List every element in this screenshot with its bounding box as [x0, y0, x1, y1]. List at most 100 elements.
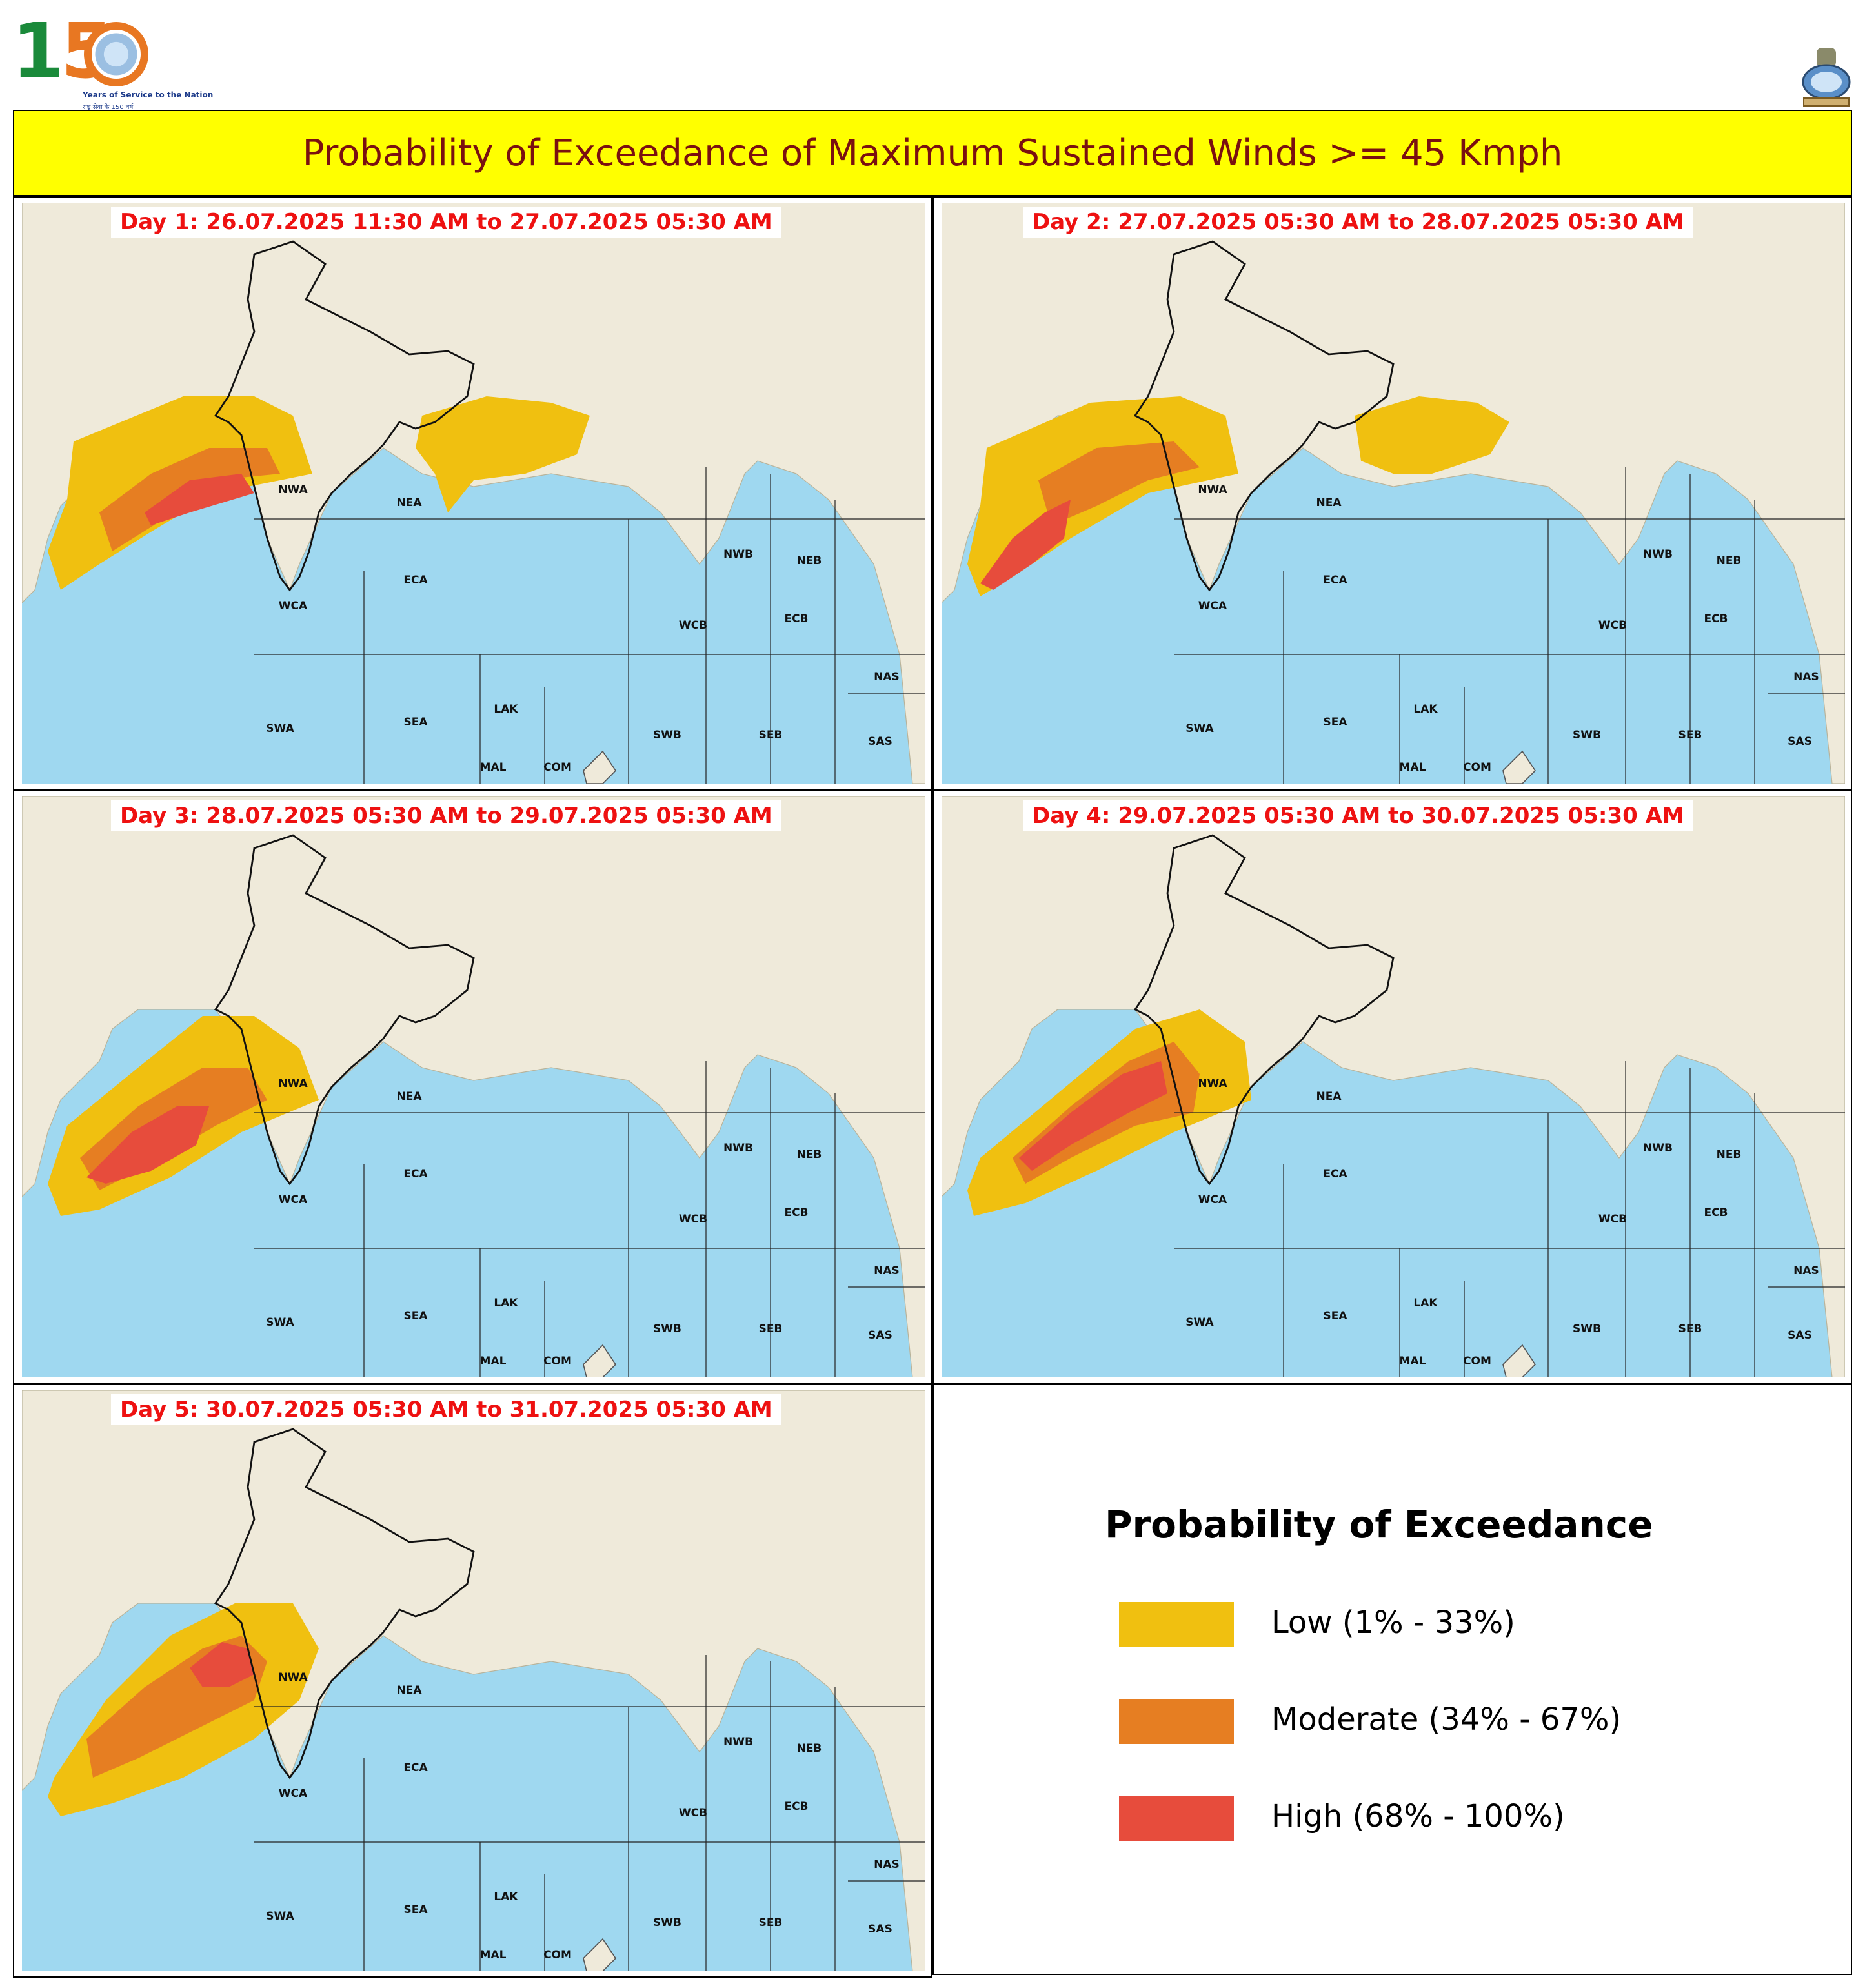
- region-label-nwb: NWB: [1643, 1142, 1673, 1155]
- region-label-wca: WCA: [1198, 1193, 1227, 1206]
- region-label-wcb: WCB: [1598, 619, 1627, 632]
- region-label-swb: SWB: [653, 1323, 681, 1335]
- region-label-eca: ECA: [403, 574, 428, 587]
- map-panel-day-5: NWA NEA WCA ECA SWA SEA LAK MAL COM NWB NEB WCB ECB S…: [13, 1384, 932, 1978]
- arabian-sea-high-probability-area: [190, 1642, 254, 1687]
- region-label-nas: NAS: [874, 1264, 900, 1277]
- logo-tagline-hindi: राष्ट्र सेवा के 150 वर्ष: [83, 104, 134, 111]
- region-label-lak: LAK: [494, 703, 518, 716]
- region-label-sas: SAS: [1788, 735, 1812, 748]
- region-label-wcb: WCB: [679, 1807, 707, 1820]
- region-label-seb: SEB: [1678, 1323, 1702, 1335]
- logo-globe-icon: [84, 22, 148, 86]
- legend-swatch-high: [1119, 1796, 1234, 1841]
- region-label-mal: MAL: [1400, 1355, 1426, 1368]
- region-label-com: COM: [1463, 761, 1491, 774]
- region-label-neb: NEB: [797, 1148, 822, 1161]
- region-label-mal: MAL: [480, 761, 507, 774]
- region-label-nea: NEA: [397, 1684, 423, 1697]
- legend-item-high: High (68% - 100%): [1119, 1796, 1829, 1842]
- region-label-sea: SEA: [1323, 1310, 1347, 1323]
- bay-of-bengal-low-probability-area: [416, 396, 590, 512]
- region-label-nea: NEA: [397, 496, 423, 509]
- imd-150-years-logo: 15 Years of Service to the Nation राष्ट्…: [12, 6, 213, 111]
- region-label-swa: SWA: [266, 1910, 294, 1923]
- region-label-ecb: ECB: [784, 1206, 808, 1219]
- legend-panel: [932, 1384, 1852, 1975]
- title-bar: Probability of Exceedance of Maximum Sus…: [13, 110, 1852, 196]
- legend-label-moderate: Moderate (34% - 67%): [1271, 1701, 1622, 1738]
- legend-title: Probability of Exceedance: [1105, 1503, 1653, 1547]
- region-label-mal: MAL: [1400, 761, 1426, 774]
- region-label-wca: WCA: [279, 1193, 308, 1206]
- region-label-com: COM: [1463, 1355, 1491, 1368]
- region-label-nwb: NWB: [723, 1142, 753, 1155]
- map-panel-day-2: NWA NEA WCA ECA SWA SEA LAK MAL COM NWB NEB WCB ECB S…: [932, 196, 1852, 790]
- region-label-nwb: NWB: [1643, 548, 1673, 561]
- region-label-nwb: NWB: [723, 548, 753, 561]
- region-label-lak: LAK: [1413, 703, 1438, 716]
- map-panel-day-4: NWA NEA WCA ECA SWA SEA LAK MAL COM NWB NEB WCB ECB S…: [932, 790, 1852, 1384]
- region-label-swb: SWB: [653, 729, 681, 742]
- region-label-sas: SAS: [868, 735, 892, 748]
- sri-lanka-outline: [1502, 1344, 1537, 1377]
- india-outline: [214, 834, 475, 1186]
- region-label-mal: MAL: [480, 1355, 507, 1368]
- region-label-com: COM: [543, 1949, 572, 1962]
- region-label-lak: LAK: [494, 1297, 518, 1310]
- day-label: Day 5: 30.07.2025 05:30 AM to 31.07.2025…: [111, 1394, 781, 1425]
- region-label-wca: WCA: [279, 600, 308, 613]
- legend-label-low: Low (1% - 33%): [1271, 1605, 1515, 1641]
- region-label-eca: ECA: [1323, 574, 1347, 587]
- arabian-sea-moderate-probability-area: [1038, 441, 1200, 525]
- arabian-sea-high-probability-area: [145, 474, 254, 525]
- region-label-wca: WCA: [1198, 600, 1227, 613]
- region-label-swb: SWB: [653, 1916, 681, 1929]
- region-label-nwa: NWA: [278, 483, 308, 496]
- map-canvas: NWA NEA WCA ECA SWA SEA LAK MAL COM NWB NEB WCB ECB S…: [22, 1390, 925, 1971]
- legend-swatch-low: [1119, 1602, 1234, 1647]
- region-label-neb: NEB: [797, 554, 822, 567]
- region-label-sea: SEA: [403, 716, 428, 729]
- arabian-sea-high-probability-area: [86, 1106, 209, 1184]
- map-canvas: NWA NEA WCA ECA SWA SEA LAK MAL COM NWB NEB WCB ECB S…: [22, 203, 925, 784]
- region-label-nea: NEA: [1316, 1090, 1342, 1103]
- region-label-nwa: NWA: [278, 1077, 308, 1090]
- region-label-sas: SAS: [1788, 1329, 1812, 1342]
- india-outline: [1133, 834, 1395, 1186]
- region-label-neb: NEB: [797, 1742, 822, 1755]
- region-label-swb: SWB: [1573, 1323, 1601, 1335]
- region-label-swa: SWA: [1185, 722, 1214, 735]
- region-label-sas: SAS: [868, 1329, 892, 1342]
- region-label-nas: NAS: [874, 1858, 900, 1871]
- region-label-nea: NEA: [397, 1090, 423, 1103]
- map-canvas: NWA NEA WCA ECA SWA SEA LAK MAL COM NWB NEB WCB ECB S…: [942, 796, 1845, 1377]
- legend-label-high: High (68% - 100%): [1271, 1798, 1565, 1834]
- day-label: Day 3: 28.07.2025 05:30 AM to 29.07.2025…: [111, 800, 781, 831]
- logo-tagline: Years of Service to the Nation: [83, 90, 214, 99]
- legend-item-moderate: Moderate (34% - 67%): [1119, 1699, 1829, 1745]
- region-label-swb: SWB: [1573, 729, 1601, 742]
- region-label-eca: ECA: [403, 1168, 428, 1181]
- region-label-wcb: WCB: [679, 619, 707, 632]
- region-label-seb: SEB: [759, 1916, 783, 1929]
- region-label-swa: SWA: [1185, 1316, 1214, 1329]
- region-label-lak: LAK: [494, 1891, 518, 1903]
- arabian-sea-high-probability-area: [980, 500, 1071, 590]
- region-label-sas: SAS: [868, 1923, 892, 1936]
- region-label-nas: NAS: [1793, 671, 1819, 684]
- sri-lanka-outline: [583, 750, 617, 784]
- day-label: Day 4: 29.07.2025 05:30 AM to 30.07.2025…: [1023, 800, 1693, 831]
- region-label-neb: NEB: [1717, 1148, 1742, 1161]
- region-label-com: COM: [543, 761, 572, 774]
- day-label: Day 2: 27.07.2025 05:30 AM to 28.07.2025…: [1023, 207, 1693, 238]
- arabian-sea-high-probability-area: [1019, 1061, 1167, 1171]
- region-label-seb: SEB: [759, 1323, 783, 1335]
- india-outline: [214, 240, 475, 592]
- region-label-eca: ECA: [403, 1761, 428, 1774]
- india-outline: [1133, 240, 1395, 592]
- region-label-ecb: ECB: [784, 1800, 808, 1813]
- legend-swatch-moderate: [1119, 1699, 1234, 1744]
- page-title: Probability of Exceedance of Maximum Sus…: [302, 132, 1563, 174]
- map-canvas: NWA NEA WCA ECA SWA SEA LAK MAL COM NWB NEB WCB ECB S…: [942, 203, 1845, 784]
